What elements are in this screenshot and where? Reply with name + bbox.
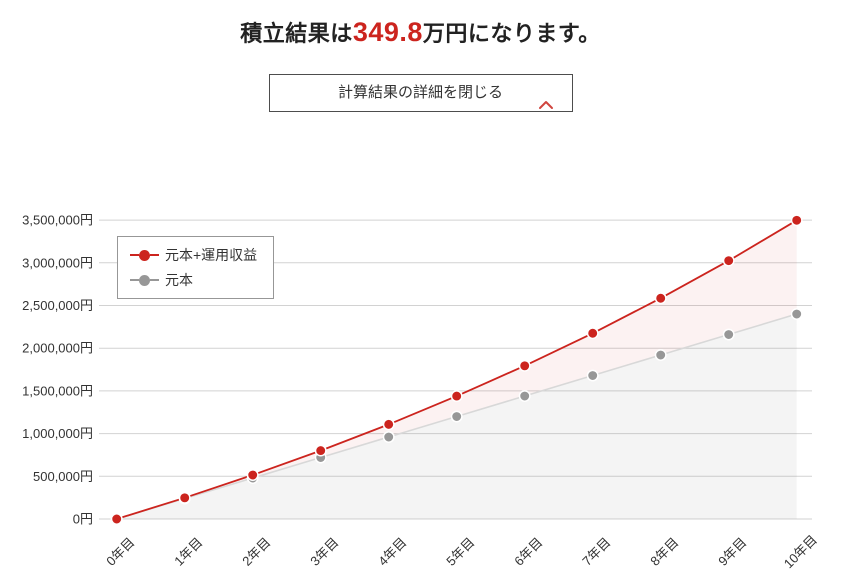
- legend-marker-principal-icon: [130, 274, 159, 286]
- data-point-returns-4: [382, 418, 395, 431]
- data-point-returns-10: [790, 214, 803, 227]
- x-axis-label: 3年目: [307, 535, 341, 569]
- x-axis-label: 6年目: [511, 535, 545, 569]
- y-axis-label: 1,000,000円: [22, 426, 93, 441]
- data-point-returns-9: [722, 254, 735, 267]
- data-point-principal-7: [586, 369, 599, 382]
- chevron-up-icon: [538, 88, 554, 109]
- data-point-returns-0: [110, 513, 123, 525]
- result-title-prefix: 積立結果は: [240, 21, 353, 46]
- x-axis-label: 9年目: [715, 535, 749, 569]
- result-title: 積立結果は349.8万円になります。: [0, 16, 841, 48]
- data-point-principal-5: [450, 410, 463, 423]
- result-amount: 349.8: [352, 17, 423, 47]
- chart-legend: 元本+運用収益 元本: [117, 236, 275, 299]
- data-point-principal-10: [790, 308, 803, 320]
- x-axis-label: 0年目: [103, 535, 137, 569]
- x-axis-label: 4年目: [375, 535, 409, 569]
- result-title-suffix: 万円になります。: [422, 21, 601, 46]
- x-axis-label: 1年目: [171, 535, 205, 569]
- y-axis-label: 1,500,000円: [22, 383, 93, 398]
- y-axis-label: 0円: [73, 512, 93, 527]
- x-axis-label: 8年目: [647, 535, 681, 569]
- legend-label-principal: 元本: [165, 272, 193, 288]
- legend-item-principal[interactable]: 元本: [130, 270, 257, 290]
- y-axis-label: 2,000,000円: [22, 341, 93, 356]
- data-point-returns-1: [178, 491, 191, 504]
- y-axis-label: 3,500,000円: [22, 213, 93, 228]
- x-axis-label: 10年目: [781, 532, 820, 571]
- toggle-wrap: 計算結果の詳細を閉じる: [0, 74, 841, 112]
- x-axis-label: 7年目: [579, 535, 613, 569]
- data-point-returns-7: [586, 327, 599, 340]
- page: 積立結果は349.8万円になります。 計算結果の詳細を閉じる 0円 500,000…: [0, 16, 841, 588]
- legend-item-returns[interactable]: 元本+運用収益: [130, 245, 257, 265]
- data-point-returns-6: [518, 359, 531, 372]
- data-point-principal-8: [654, 349, 667, 361]
- data-point-principal-6: [518, 390, 531, 402]
- y-axis-label: 500,000円: [33, 469, 93, 484]
- data-point-returns-8: [654, 292, 667, 305]
- data-point-principal-9: [722, 328, 735, 341]
- y-axis-label: 2,500,000円: [22, 298, 93, 313]
- data-point-returns-5: [450, 390, 463, 403]
- accumulation-line-chart: 0円 500,000円 1,000,000円 1,500,000円 2,000,000円…: [0, 176, 841, 588]
- data-point-returns-2: [246, 469, 259, 481]
- line-chart-canvas: 0円 500,000円 1,000,000円 1,500,000円 2,000,000円…: [22, 213, 820, 572]
- y-axis-label: 3,000,000円: [22, 255, 93, 270]
- details-toggle-label: 計算結果の詳細を閉じる: [337, 84, 503, 101]
- legend-marker-returns-icon: [130, 249, 159, 261]
- legend-label-returns: 元本+運用収益: [165, 247, 258, 263]
- data-point-returns-3: [314, 444, 327, 457]
- details-toggle-button[interactable]: 計算結果の詳細を閉じる: [268, 74, 573, 112]
- data-point-principal-4: [382, 431, 395, 443]
- x-axis-label: 5年目: [443, 535, 477, 569]
- x-axis-label: 2年目: [239, 535, 273, 569]
